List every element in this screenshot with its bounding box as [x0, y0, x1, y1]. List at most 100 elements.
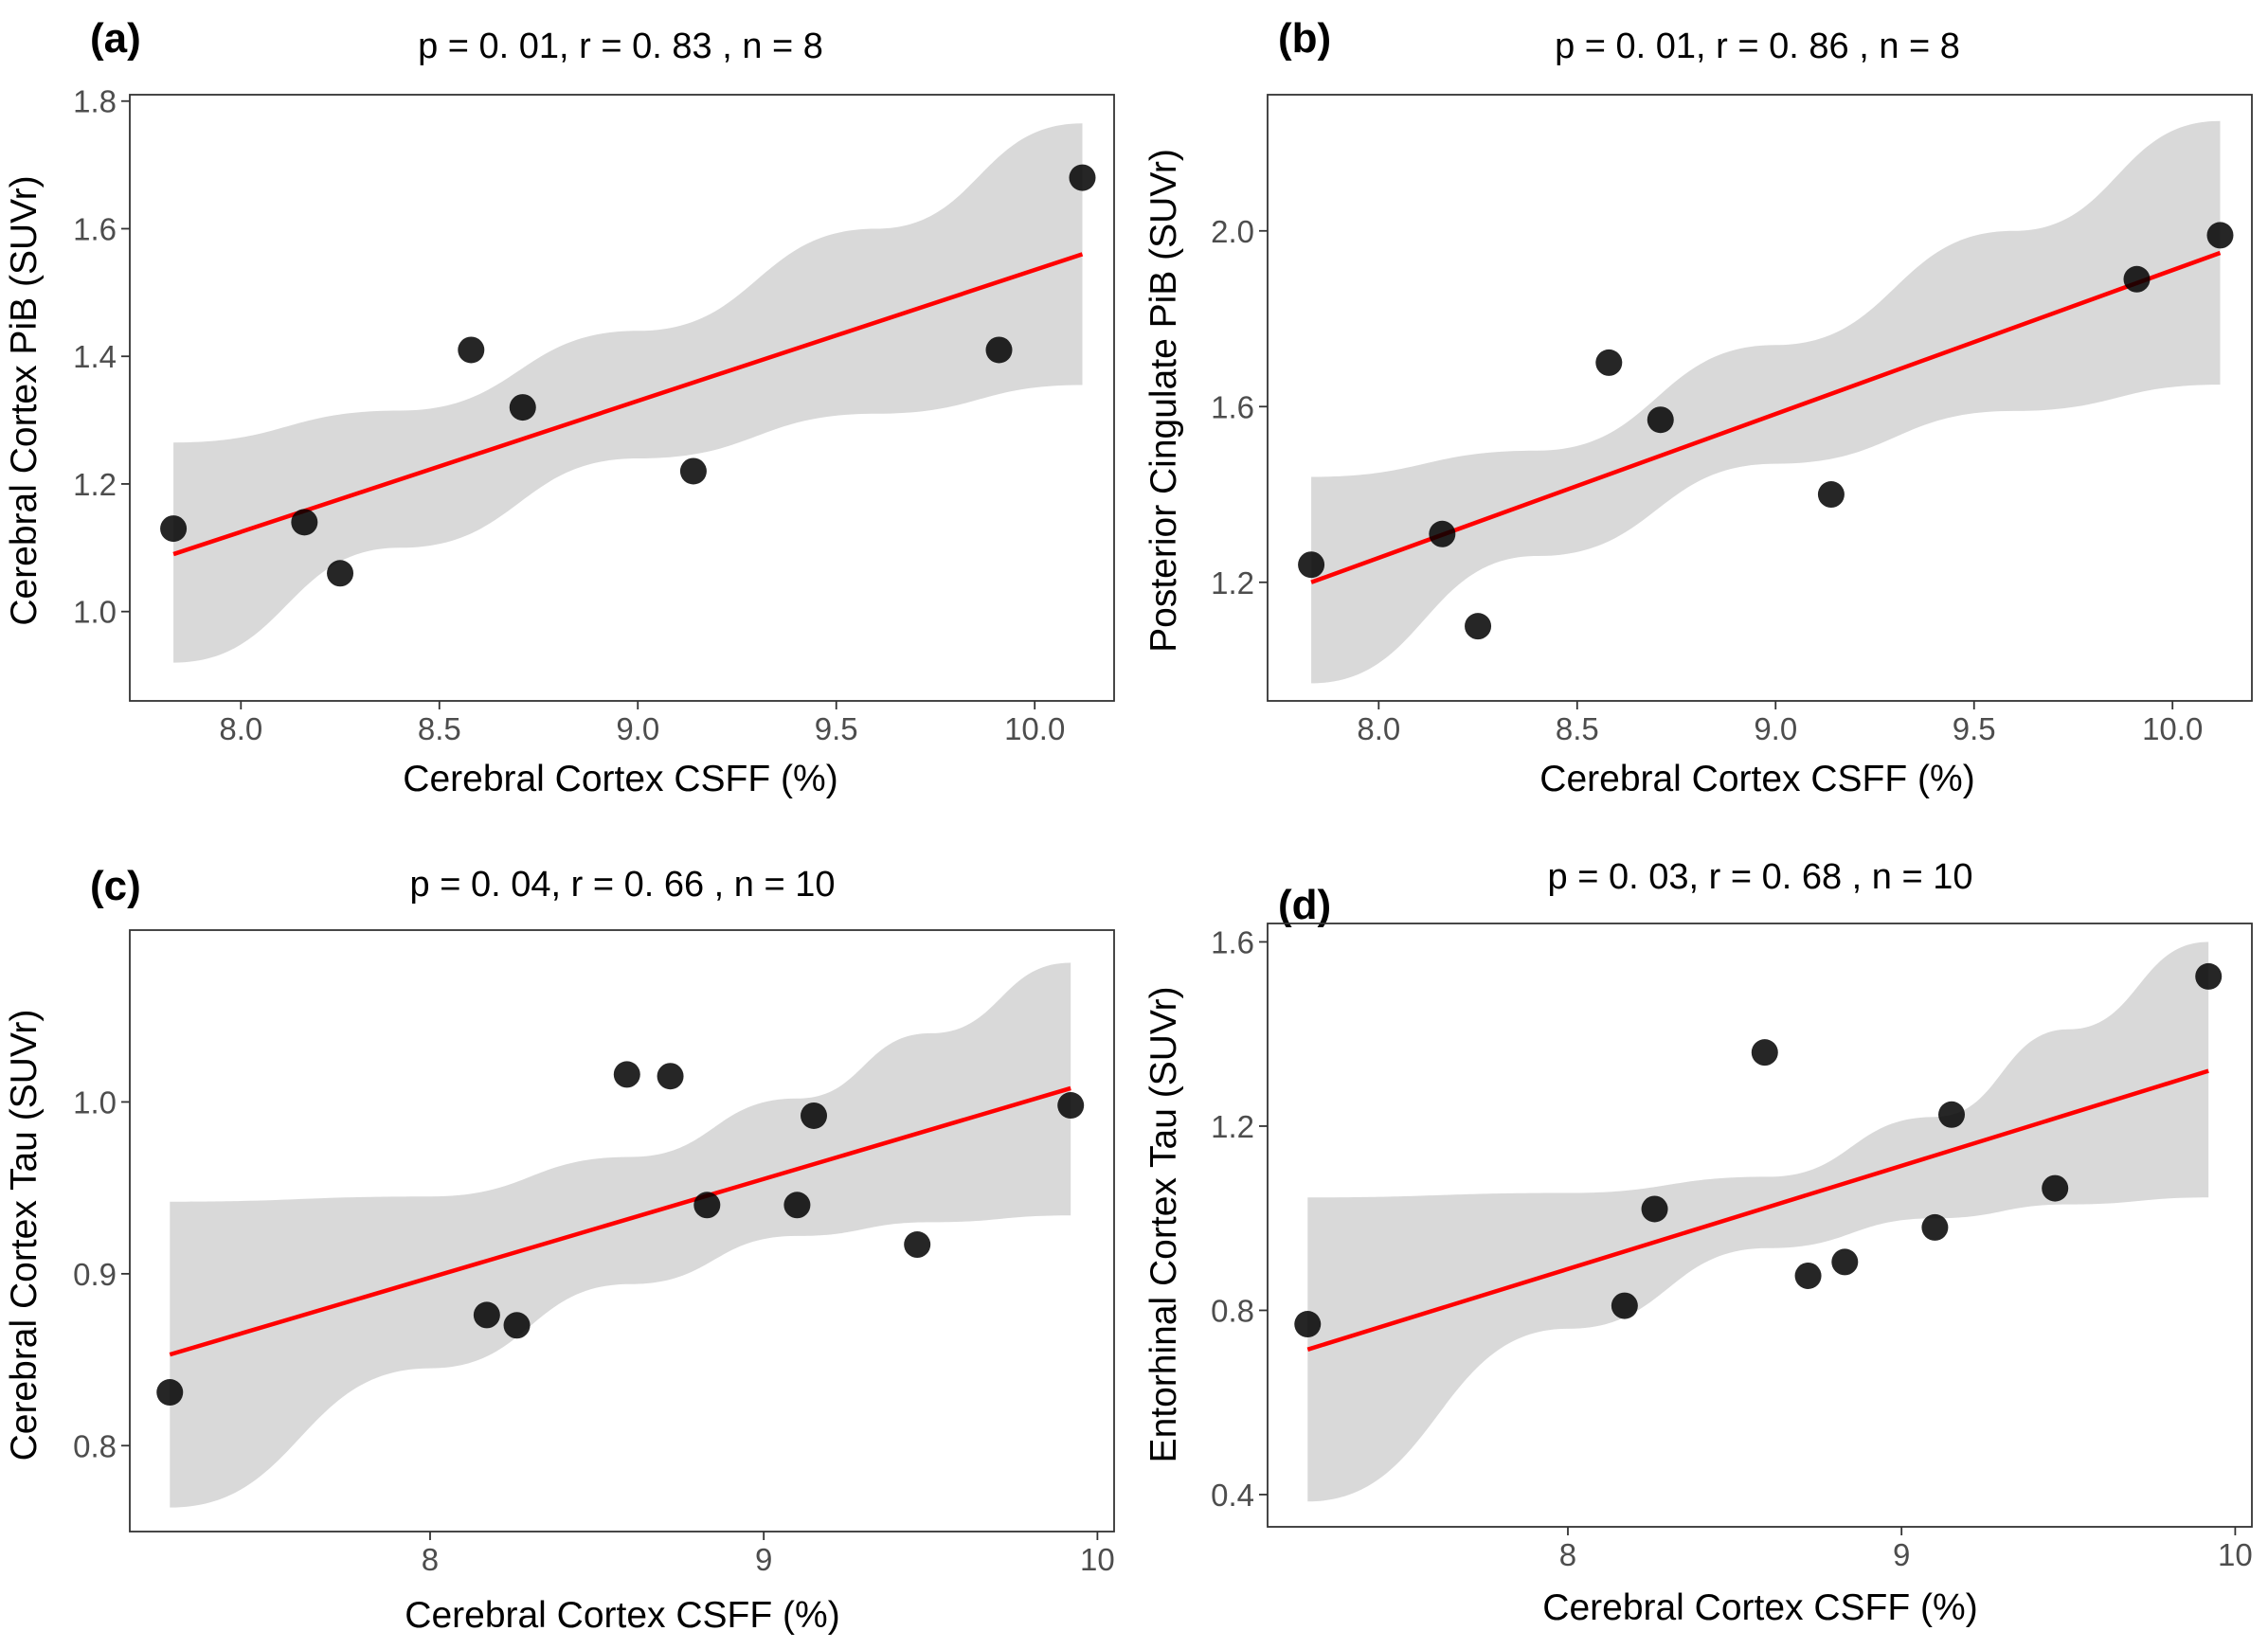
x-axis-label: Cerebral Cortex CSFF (%)	[405, 1595, 839, 1636]
panel-label: (c)	[90, 863, 141, 909]
y-axis-label: Cerebral Cortex PiB (SUVr)	[4, 175, 45, 625]
data-point	[679, 457, 707, 485]
plot-border	[129, 929, 1115, 1532]
data-point	[509, 394, 536, 421]
x-tick-label: 9.0	[1754, 711, 1797, 746]
data-point	[2206, 222, 2234, 249]
panel-d: (d) p = 0. 03, r = 0. 68 , n = 10 8 9 10 0…	[1143, 857, 2253, 1628]
data-point	[1611, 1292, 1638, 1319]
plot-border	[1267, 923, 2253, 1528]
y-axis-label: Posterior Cingulate PiB (SUVr)	[1143, 149, 1184, 653]
data-point	[1641, 1195, 1668, 1223]
x-tick-label: 9.5	[1953, 711, 1996, 746]
regression-line	[169, 1085, 1071, 1357]
x-axis-ticks: 8.0 8.5 9.0 9.5 10.0	[219, 701, 1065, 746]
regression-line	[1310, 250, 2222, 584]
y-tick-label: 1.2	[1211, 565, 1254, 600]
data-point	[1294, 1311, 1322, 1338]
data-point	[1069, 164, 1096, 191]
confidence-band	[173, 123, 1083, 663]
data-point	[1647, 406, 1674, 434]
data-point	[1595, 349, 1623, 376]
x-tick-label: 9	[1893, 1537, 1910, 1572]
x-axis-ticks: 8.0 8.5 9.0 9.5 10.0	[1357, 701, 2203, 746]
plot-area	[1267, 94, 2253, 702]
data-point	[1938, 1101, 1966, 1128]
data-point	[1057, 1092, 1085, 1120]
data-point	[1794, 1262, 1822, 1289]
panel-label: (d)	[1278, 882, 1331, 928]
plot-border	[129, 94, 1115, 702]
panel-b: (b) p = 0. 01, r = 0. 86 , n = 8 8.0 8.5 9…	[1143, 15, 2253, 799]
data-point	[458, 336, 485, 364]
confidence-band	[1311, 120, 2221, 684]
x-tick-label: 8	[1559, 1537, 1576, 1572]
plot-border	[1267, 94, 2253, 702]
data-point	[2123, 265, 2151, 293]
chart-title: p = 0. 01, r = 0. 86 , n = 8	[1555, 27, 1960, 66]
data-point	[613, 1061, 640, 1088]
panel-a: (a) p = 0. 01, r = 0. 83 , n = 8 8.0 8.5 9…	[4, 15, 1115, 799]
y-tick-label: 0.9	[73, 1257, 117, 1292]
plot-area	[129, 94, 1115, 702]
x-tick-label: 10	[2218, 1537, 2253, 1572]
data-point	[291, 509, 318, 536]
x-axis-label: Cerebral Cortex CSFF (%)	[1542, 1587, 1977, 1628]
data-point	[503, 1312, 531, 1339]
x-tick-label: 8.0	[219, 711, 262, 746]
y-axis-label: Cerebral Cortex Tau (SUVr)	[4, 1010, 45, 1461]
y-tick-label: 2.0	[1211, 214, 1254, 249]
x-tick-label: 10	[1080, 1542, 1115, 1577]
data-point	[1921, 1213, 1949, 1241]
panel-label: (b)	[1278, 15, 1331, 62]
plot-area	[1267, 923, 2253, 1528]
data-point	[160, 515, 188, 543]
data-point	[473, 1301, 500, 1329]
regression-line	[1306, 1068, 2209, 1352]
confidence-band	[1307, 941, 2209, 1502]
x-tick-label: 10.0	[2142, 711, 2203, 746]
y-tick-label: 1.6	[1211, 924, 1254, 959]
x-tick-label: 8.5	[418, 711, 461, 746]
x-axis-label: Cerebral Cortex CSFF (%)	[403, 759, 837, 799]
data-point	[2042, 1174, 2069, 1202]
data-point	[1465, 613, 1492, 640]
regression-line	[172, 252, 1084, 557]
y-axis-label: Entorhinal Cortex Tau (SUVr)	[1143, 987, 1184, 1463]
x-axis-ticks: 8 9 10	[422, 1532, 1115, 1577]
y-axis-ticks: 0.8 0.9 1.0	[73, 1084, 130, 1463]
y-axis-ticks: 1.2 1.6 2.0	[1211, 214, 1268, 600]
chart-title: p = 0. 01, r = 0. 83 , n = 8	[418, 27, 823, 66]
data-point	[1429, 520, 1456, 547]
data-point	[801, 1102, 828, 1129]
confidence-band	[170, 962, 1071, 1508]
y-tick-label: 0.4	[1211, 1478, 1254, 1513]
x-tick-label: 9.5	[815, 711, 858, 746]
data-point	[693, 1192, 721, 1219]
y-tick-label: 1.6	[1211, 389, 1254, 424]
y-axis-ticks: 0.4 0.8 1.2 1.6	[1211, 924, 1268, 1513]
data-point	[1298, 551, 1325, 579]
panel-c: (c) p = 0. 04, r = 0. 66 , n = 10 8 9 10 0…	[4, 863, 1115, 1636]
plot-area	[129, 929, 1115, 1532]
data-point	[1831, 1248, 1859, 1276]
y-tick-label: 1.2	[73, 467, 117, 502]
x-tick-label: 10.0	[1004, 711, 1065, 746]
data-point	[985, 336, 1013, 364]
data-point	[657, 1063, 684, 1090]
data-point	[2195, 962, 2223, 990]
x-tick-label: 8.0	[1357, 711, 1400, 746]
data-point	[156, 1379, 184, 1407]
chart-title: p = 0. 04, r = 0. 66 , n = 10	[410, 865, 836, 905]
data-point	[783, 1192, 811, 1219]
panel-label: (a)	[90, 15, 141, 62]
data-point	[1817, 481, 1845, 509]
y-tick-label: 1.4	[73, 339, 117, 374]
x-tick-label: 9.0	[616, 711, 659, 746]
y-tick-label: 1.0	[73, 1084, 117, 1120]
x-tick-label: 8.5	[1556, 711, 1599, 746]
x-tick-label: 9	[755, 1542, 772, 1577]
chart-title: p = 0. 03, r = 0. 68 , n = 10	[1548, 857, 1973, 897]
y-tick-label: 1.8	[73, 84, 117, 119]
